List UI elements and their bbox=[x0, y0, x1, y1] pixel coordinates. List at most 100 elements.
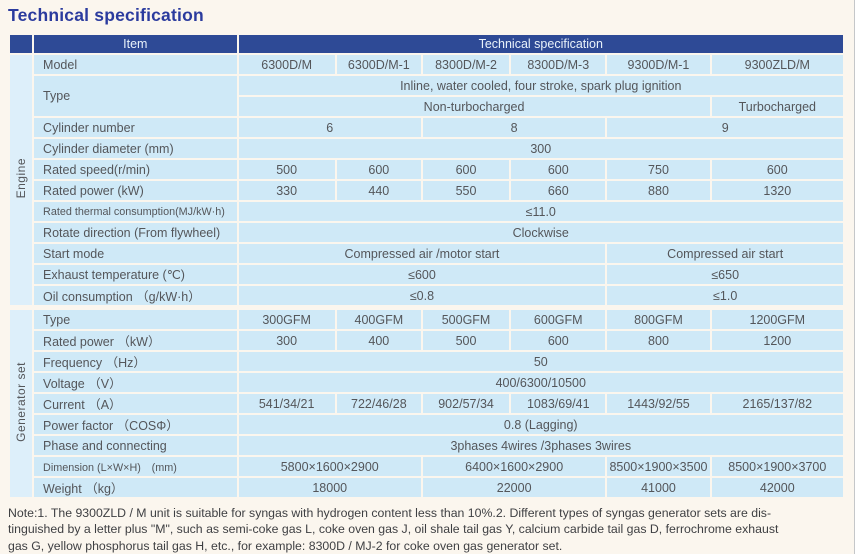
table-row: Current （A） 541/34/21 722/46/28 902/57/34 10… bbox=[10, 394, 843, 413]
item-label-cell: Phase and connecting bbox=[34, 436, 237, 455]
spec-value-cell: 8300D/M-3 bbox=[511, 55, 606, 74]
item-label-cell: Cylinder diameter (mm) bbox=[34, 139, 237, 158]
item-label-cell: Rated power (kW) bbox=[34, 181, 237, 200]
table-row: Voltage （V） 400/6300/10500 bbox=[10, 373, 843, 392]
header-corner-cell bbox=[10, 35, 33, 53]
table-row: Rotate direction (From flywheel) Clockwis… bbox=[10, 223, 843, 242]
spec-value-cell: 300 bbox=[238, 139, 843, 158]
spec-value-cell: 1443/92/55 bbox=[607, 394, 710, 413]
note-line: tinguished by a letter plus "M", such as… bbox=[8, 522, 779, 537]
table-row: Oil consumption （g/kW·h） ≤0.8 ≤1.0 bbox=[10, 286, 843, 305]
item-label-cell: Power factor （COSΦ） bbox=[34, 415, 237, 434]
spec-value-cell: 500 bbox=[422, 331, 510, 350]
spec-value-cell: 400GFM bbox=[336, 310, 421, 329]
spec-value-cell: 880 bbox=[607, 181, 710, 200]
item-label-cell: Cylinder number bbox=[34, 118, 237, 137]
item-label-cell: Rotate direction (From flywheel) bbox=[34, 223, 237, 242]
spec-value-cell: Non-turbocharged bbox=[238, 97, 710, 116]
spec-value-cell: ≤650 bbox=[607, 265, 843, 284]
spec-value-cell: Compressed air start bbox=[607, 244, 843, 263]
spec-value-cell: 6300D/M-1 bbox=[336, 55, 421, 74]
note: Note:1. The 9300ZLD / M unit is suitable… bbox=[8, 505, 854, 554]
spec-value-cell: 600 bbox=[511, 160, 606, 179]
spec-value-cell: ≤1.0 bbox=[607, 286, 843, 305]
header-item-cell: Item bbox=[34, 35, 237, 53]
table-row: Cylinder diameter (mm) 300 bbox=[10, 139, 843, 158]
table-row: Exhaust temperature (℃) ≤600 ≤650 bbox=[10, 265, 843, 284]
spec-value-cell: 330 bbox=[238, 181, 335, 200]
item-label-cell: Rated thermal consumption(MJ/kW·h) bbox=[34, 202, 237, 221]
spec-value-cell: 1083/69/41 bbox=[511, 394, 606, 413]
spec-value-cell: Clockwise bbox=[238, 223, 843, 242]
spec-value-cell: 600 bbox=[511, 331, 606, 350]
spec-value-cell: 9300D/M-1 bbox=[607, 55, 710, 74]
section-label-cell: Generator set bbox=[10, 310, 33, 497]
note-line: gas G, yellow phosphorus tail gas H, etc… bbox=[8, 538, 563, 553]
table-row: Start mode Compressed air /motor start Com… bbox=[10, 244, 843, 263]
spec-value-cell: Inline, water cooled, four stroke, spark… bbox=[238, 76, 843, 95]
spec-value-cell: 6 bbox=[238, 118, 421, 137]
spec-value-cell: 500GFM bbox=[422, 310, 510, 329]
note-line: Note:1. The 9300ZLD / M unit is suitable… bbox=[8, 506, 772, 520]
spec-value-cell: 41000 bbox=[607, 478, 710, 497]
item-label-cell: Rated speed(r/min) bbox=[34, 160, 237, 179]
spec-value-cell: 0.8 (Lagging) bbox=[238, 415, 843, 434]
section-gap-row bbox=[10, 307, 843, 308]
spec-value-cell: 8500×1900×3700 bbox=[711, 457, 843, 476]
table-row: Rated power （kW） 300 400 500 600 800 1200 bbox=[10, 331, 843, 350]
spec-value-cell: 500 bbox=[238, 160, 335, 179]
spec-value-cell: Turbocharged bbox=[711, 97, 843, 116]
spec-value-cell: 541/34/21 bbox=[238, 394, 335, 413]
table-row: Cylinder number 6 8 9 bbox=[10, 118, 843, 137]
spec-value-cell: 6400×1600×2900 bbox=[422, 457, 606, 476]
section-label-cell: Engine bbox=[10, 55, 33, 305]
spec-table: Item Technical specification Engine Model… bbox=[8, 33, 845, 499]
spec-value-cell: 600 bbox=[711, 160, 843, 179]
spec-value-cell: 2165/137/82 bbox=[711, 394, 843, 413]
spec-value-cell: 18000 bbox=[238, 478, 421, 497]
table-row: Rated power (kW) 330 440 550 660 880 1320 bbox=[10, 181, 843, 200]
table-row: Generator set Type 300GFM 400GFM 500GFM 600GF… bbox=[10, 310, 843, 497]
spec-value-cell: 440 bbox=[336, 181, 421, 200]
section-label: Generator set bbox=[14, 362, 29, 442]
spec-value-cell: 800GFM bbox=[607, 310, 710, 329]
spec-value-cell: 1200 bbox=[711, 331, 843, 350]
section-gap bbox=[10, 307, 843, 308]
table-row: Dimension (L×W×H) (mm) 5800×1600×2900 6400… bbox=[10, 457, 843, 476]
spec-value-cell: 300 bbox=[238, 331, 335, 350]
spec-value-cell: 50 bbox=[238, 352, 843, 371]
table-row: Power factor （COSΦ） 0.8 (Lagging) bbox=[10, 415, 843, 434]
section-label: Engine bbox=[14, 158, 29, 199]
spec-value-cell: Compressed air /motor start bbox=[238, 244, 606, 263]
item-label-cell: Frequency （Hz） bbox=[34, 352, 237, 371]
item-label-cell: Start mode bbox=[34, 244, 237, 263]
table-row: Phase and connecting 3phases 4wires /3pha… bbox=[10, 436, 843, 455]
table-row: Non-turbocharged Turbocharged bbox=[10, 97, 843, 116]
item-label-cell: Rated power （kW） bbox=[34, 331, 237, 350]
table-row: Frequency （Hz） 50 bbox=[10, 352, 843, 371]
table-row: Rated thermal consumption(MJ/kW·h) ≤11.0 bbox=[10, 202, 843, 221]
spec-value-cell: 600 bbox=[336, 160, 421, 179]
spec-value-cell: 660 bbox=[511, 181, 606, 200]
spec-value-cell: ≤600 bbox=[238, 265, 606, 284]
header-spec-cell: Technical specification bbox=[238, 35, 843, 53]
spec-value-cell: 22000 bbox=[422, 478, 606, 497]
spec-value-cell: 800 bbox=[607, 331, 710, 350]
spec-value-cell: 300GFM bbox=[238, 310, 335, 329]
spec-value-cell: 8 bbox=[422, 118, 606, 137]
table-row: Weight （kg） 18000 22000 41000 42000 bbox=[10, 478, 843, 497]
spec-value-cell: 6300D/M bbox=[238, 55, 335, 74]
item-label-cell: Dimension (L×W×H) (mm) bbox=[34, 457, 237, 476]
spec-value-cell: 1320 bbox=[711, 181, 843, 200]
spec-value-cell: ≤0.8 bbox=[238, 286, 606, 305]
spec-value-cell: 550 bbox=[422, 181, 510, 200]
table-header-row: Item Technical specification bbox=[10, 35, 843, 53]
item-label-cell: Type bbox=[34, 310, 237, 329]
spec-value-cell: 9 bbox=[607, 118, 843, 137]
spec-value-cell: 42000 bbox=[711, 478, 843, 497]
spec-value-cell: 600GFM bbox=[511, 310, 606, 329]
spec-value-cell: 8300D/M-2 bbox=[422, 55, 510, 74]
table-row: Type Inline, water cooled, four stroke, s… bbox=[10, 76, 843, 116]
spec-value-cell: 3phases 4wires /3phases 3wires bbox=[238, 436, 843, 455]
